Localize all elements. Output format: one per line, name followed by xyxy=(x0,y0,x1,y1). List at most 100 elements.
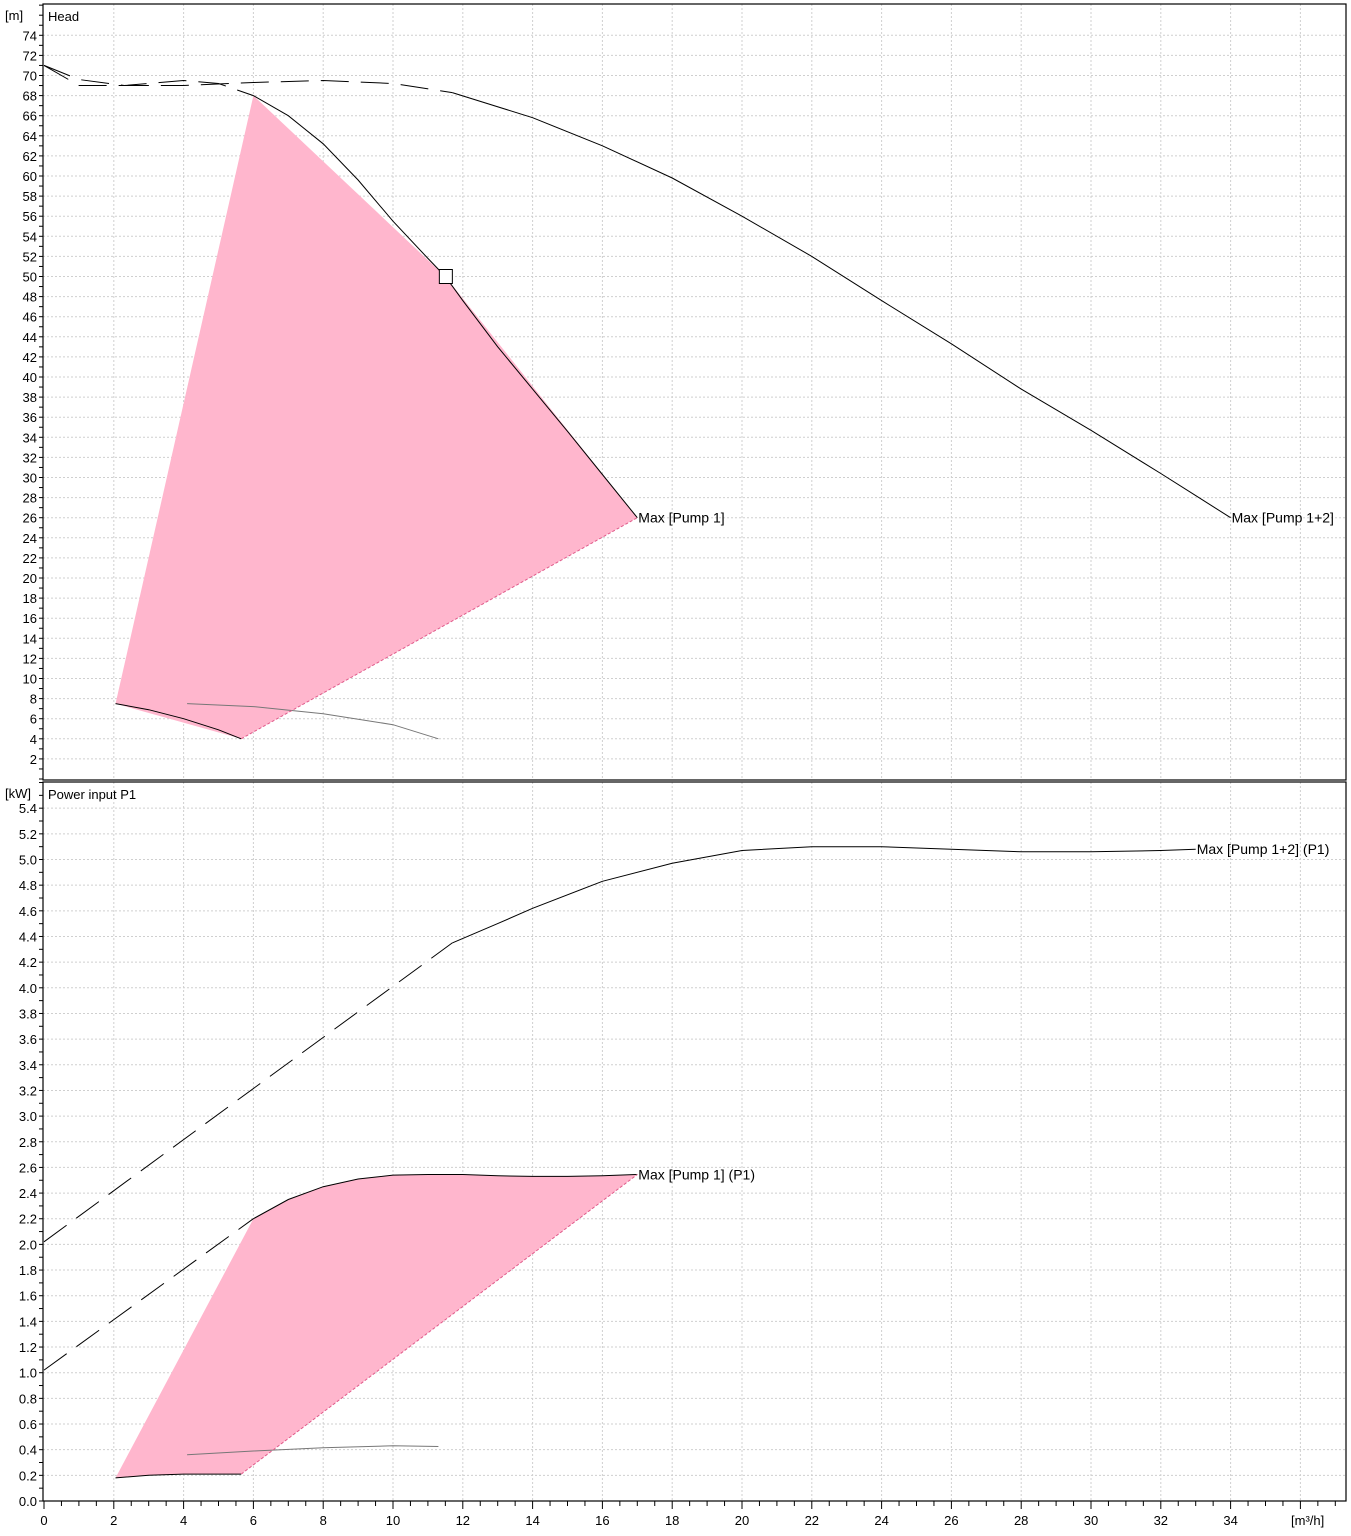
y-tick-label: 50 xyxy=(23,270,37,285)
y-tick-label: 1.6 xyxy=(19,1289,37,1304)
y-tick-label: 0.6 xyxy=(19,1417,37,1432)
y-tick-label: 4.4 xyxy=(19,929,37,944)
y-tick-label: 62 xyxy=(23,149,37,164)
series-pump1-p1-extension-dashed xyxy=(43,1218,254,1371)
y-tick-label: 30 xyxy=(23,471,37,486)
y-tick-label: 2.0 xyxy=(19,1237,37,1252)
x-tick-label: 20 xyxy=(735,1513,749,1528)
y-tick-label: 34 xyxy=(23,430,37,445)
panel-head: Max [Pump 1] Max [Pump 1+2]24681012141618… xyxy=(5,3,1347,781)
y-tick-label: 1.4 xyxy=(19,1314,37,1329)
y-tick-label: 4.6 xyxy=(19,904,37,919)
y-tick-label: 6 xyxy=(30,712,37,727)
y-tick-label: 1.2 xyxy=(19,1340,37,1355)
y-tick-label: 3.6 xyxy=(19,1032,37,1047)
y-tick-label: 70 xyxy=(23,69,37,84)
x-tick-label: 34 xyxy=(1223,1513,1237,1528)
y-unit-label: [kW] xyxy=(5,786,31,801)
y-tick-label: 24 xyxy=(23,531,37,546)
y-tick-label: 54 xyxy=(23,229,37,244)
panel-title: Power input P1 xyxy=(48,787,136,802)
operating-region xyxy=(115,95,638,739)
y-tick-label: 74 xyxy=(23,28,37,43)
operating-region xyxy=(115,1174,638,1478)
x-tick-label: 14 xyxy=(525,1513,539,1528)
y-tick-label: 4.0 xyxy=(19,981,37,996)
x-tick-label: 16 xyxy=(595,1513,609,1528)
y-tick-label: 26 xyxy=(23,511,37,526)
y-tick-label: 28 xyxy=(23,491,37,506)
y-tick-label: 48 xyxy=(23,290,37,305)
y-tick-label: 20 xyxy=(23,571,37,586)
curve-label: Max [Pump 1] (P1) xyxy=(638,1166,755,1182)
x-tick-label: 6 xyxy=(250,1513,257,1528)
x-tick-label: 0 xyxy=(40,1513,47,1528)
y-tick-label: 72 xyxy=(23,48,37,63)
series-min-flow-boundary-dashed xyxy=(240,517,638,740)
y-tick-label: 58 xyxy=(23,189,37,204)
y-tick-label: 5.4 xyxy=(19,801,37,816)
y-tick-label: 4.2 xyxy=(19,955,37,970)
y-tick-label: 42 xyxy=(23,350,37,365)
y-tick-label: 3.2 xyxy=(19,1083,37,1098)
y-unit-label: [m] xyxy=(5,8,23,23)
y-tick-label: 2.2 xyxy=(19,1212,37,1227)
y-tick-label: 68 xyxy=(23,89,37,104)
series-min-power-curve xyxy=(115,1473,242,1479)
y-tick-label: 16 xyxy=(23,611,37,626)
y-tick-label: 2.4 xyxy=(19,1186,37,1201)
y-tick-label: 18 xyxy=(23,591,37,606)
series-system-curve xyxy=(187,703,439,740)
y-tick-label: 2.6 xyxy=(19,1160,37,1175)
series-min-flow-power-boundary-dashed xyxy=(240,1174,638,1475)
y-tick-label: 44 xyxy=(23,330,37,345)
series-max-pump-1-2-p1- xyxy=(452,846,1196,944)
x-tick-label: 22 xyxy=(805,1513,819,1528)
y-tick-label: 3.8 xyxy=(19,1006,37,1021)
y-tick-label: 5.0 xyxy=(19,853,37,868)
series-min-curve xyxy=(115,703,242,740)
y-tick-label: 0.4 xyxy=(19,1443,37,1458)
x-tick-label: 4 xyxy=(180,1513,187,1528)
panel-title: Head xyxy=(48,9,79,24)
y-tick-label: 32 xyxy=(23,450,37,465)
x-tick-label: 18 xyxy=(665,1513,679,1528)
y-tick-label: 3.0 xyxy=(19,1109,37,1124)
y-tick-label: 10 xyxy=(23,672,37,687)
panel-power: Max [Pump 1] (P1) Max [Pump 1+2] (P1) 0.0 0… xyxy=(5,781,1347,1509)
y-tick-label: 46 xyxy=(23,310,37,325)
y-tick-label: 40 xyxy=(23,370,37,385)
y-tick-label: 4 xyxy=(30,732,37,747)
y-tick-label: 0.2 xyxy=(19,1468,37,1483)
y-tick-label: 2.8 xyxy=(19,1135,37,1150)
series-max-pump-1-2- xyxy=(452,92,1231,519)
series-pump1plus2-extension-dashed xyxy=(43,64,453,94)
series-pump1plus2-p1-extension-dashed xyxy=(43,942,453,1243)
x-tick-label: 30 xyxy=(1084,1513,1098,1528)
y-tick-label: 0.0 xyxy=(19,1494,37,1509)
y-tick-label: 66 xyxy=(23,109,37,124)
y-tick-label: 3.4 xyxy=(19,1058,37,1073)
y-tick-label: 1.0 xyxy=(19,1366,37,1381)
x-tick-label: 10 xyxy=(386,1513,400,1528)
y-tick-label: 56 xyxy=(23,209,37,224)
x-axis: 0 2 4 6 8 10 12 14 16 18 20 22 24 26 28 30 32 34 [m³/h] xyxy=(40,1500,1346,1528)
y-tick-label: 8 xyxy=(30,692,37,707)
series-system-power-curve xyxy=(187,1445,439,1456)
x-tick-label: 12 xyxy=(456,1513,470,1528)
y-tick-label: 38 xyxy=(23,390,37,405)
y-tick-label: 36 xyxy=(23,410,37,425)
x-tick-label: 32 xyxy=(1154,1513,1168,1528)
y-tick-label: 14 xyxy=(23,631,37,646)
y-tick-label: 0.8 xyxy=(19,1391,37,1406)
x-unit-label: [m³/h] xyxy=(1291,1513,1324,1528)
y-tick-label: 4.8 xyxy=(19,878,37,893)
y-tick-label: 52 xyxy=(23,249,37,264)
x-tick-label: 2 xyxy=(110,1513,117,1528)
y-tick-label: 22 xyxy=(23,551,37,566)
x-tick-label: 8 xyxy=(320,1513,327,1528)
x-tick-label: 26 xyxy=(944,1513,958,1528)
y-tick-label: 2 xyxy=(30,752,37,767)
